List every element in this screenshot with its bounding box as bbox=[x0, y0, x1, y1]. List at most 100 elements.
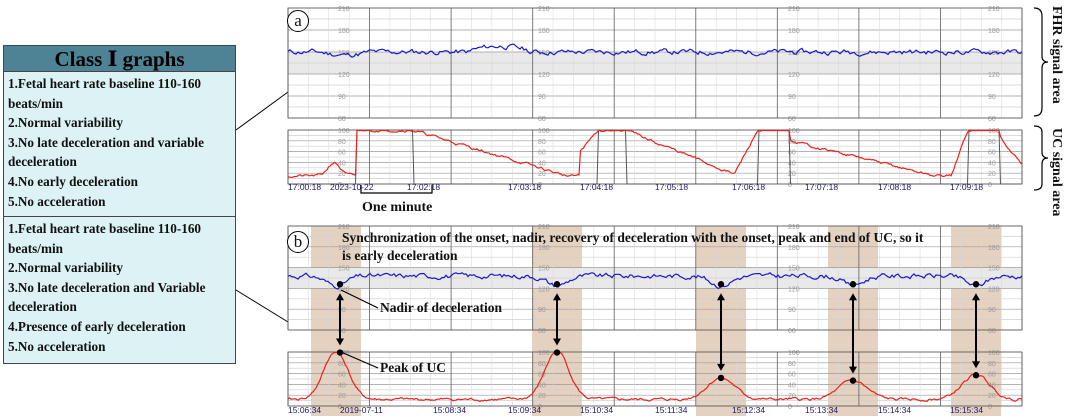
uc-a-tick-label: 20 bbox=[788, 171, 796, 178]
fhr-b-tick-label: 180 bbox=[788, 245, 800, 252]
fhr-b-tick-label: 60 bbox=[538, 328, 546, 335]
uc-a-tick-label: 100 bbox=[788, 128, 800, 135]
fhr-b-tick-label: 90 bbox=[338, 307, 346, 314]
time-axis-b: 15:06:34 15:08:34 15:09:34 15:10:34 15:11:34… bbox=[288, 405, 983, 415]
time-tick-label: 17:00:18 bbox=[288, 182, 321, 192]
legend-item: 2.Normal variability bbox=[8, 260, 124, 276]
legend-title: Class Ⅰ graphs bbox=[3, 45, 236, 72]
uc-a-tick-label: 60 bbox=[338, 150, 346, 157]
uc-b-tick-label: 0 bbox=[988, 404, 992, 411]
uc-a-tick-label: 100 bbox=[988, 128, 1000, 135]
fhr-b-tick-label: 120 bbox=[788, 286, 800, 293]
uc-a-tick-label: 80 bbox=[788, 139, 796, 146]
fhr-a-tick-label: 60 bbox=[988, 116, 996, 123]
uc-b-tick-label: 0 bbox=[788, 404, 792, 411]
fhr-b-tick-label: 180 bbox=[338, 245, 350, 252]
fhr-b-tick-label: 150 bbox=[788, 266, 800, 273]
fhr-a-tick-label: 150 bbox=[988, 50, 1000, 57]
fhr-a-tick-label: 120 bbox=[338, 72, 350, 79]
time-tick-label: 17:04:18 bbox=[580, 182, 613, 192]
time-tick-label: 15:11:34 bbox=[655, 405, 688, 415]
fhr-b-tick-label: 90 bbox=[988, 307, 996, 314]
fhr-a-tick-label: 210 bbox=[788, 6, 800, 13]
fhr-b-tick-label: 60 bbox=[988, 328, 996, 335]
nadir-callout-line bbox=[340, 289, 379, 309]
uc-b-tick-label: 20 bbox=[538, 393, 546, 400]
fhr-a-tick-label: 180 bbox=[988, 28, 1000, 35]
uc-b-tick-label: 20 bbox=[338, 393, 346, 400]
fhr-a-tick-label: 120 bbox=[788, 72, 800, 79]
time-tick-label: 17:03:18 bbox=[508, 182, 541, 192]
time-tick-label: 15:08:34 bbox=[433, 405, 466, 415]
fhr-b-tick-label: 120 bbox=[538, 286, 550, 293]
uc-a-tick-label: 60 bbox=[988, 150, 996, 157]
uc-b-tick-label: 100 bbox=[788, 350, 800, 357]
uc-b-tick-label: 0 bbox=[538, 404, 542, 411]
time-axis-a: 17:00:18 17:02:18 17:03:18 17:04:18 17:05:18… bbox=[288, 182, 983, 192]
nadir-dot bbox=[553, 281, 561, 288]
date-label: 2019-07-11 bbox=[340, 405, 383, 415]
legend-item: 4.No early deceleration bbox=[8, 173, 139, 189]
fhr-a-tick-label: 210 bbox=[338, 6, 350, 13]
uc-b-tick-label: 80 bbox=[338, 361, 346, 368]
uc-b-tick-label: 60 bbox=[338, 372, 346, 379]
uc-area-brace bbox=[1033, 125, 1049, 191]
legend-item: 5.No acceleration bbox=[8, 338, 106, 354]
uc-a-tick-label: 20 bbox=[338, 171, 346, 178]
fhr-b-tick-label: 210 bbox=[988, 224, 1000, 231]
nadir-dot bbox=[336, 281, 344, 288]
uc-peak-dot bbox=[717, 374, 725, 382]
fhr-a-tick-label: 210 bbox=[988, 6, 1000, 13]
uc-b-tick-label: 100 bbox=[988, 350, 1000, 357]
time-tick-label: 15:13:34 bbox=[805, 405, 838, 415]
legend-item: 4.Presence of early deceleration bbox=[8, 318, 186, 334]
uc-a-tick-label: 0 bbox=[788, 182, 792, 189]
one-minute-bracket bbox=[360, 185, 433, 194]
nadir-dot bbox=[849, 281, 857, 288]
time-tick-label: 15:15:34 bbox=[950, 405, 983, 415]
uc-b-tick-label: 80 bbox=[538, 361, 546, 368]
fhr-b-tick-label: 150 bbox=[338, 266, 350, 273]
time-tick-label: 17:07:18 bbox=[805, 182, 838, 192]
grid-a-uc: 100 80 60 40 20 0 100 80 60 40 20 0 100 80 60 40 20 0 100 8… bbox=[287, 128, 1023, 189]
uc-b-tick-label: 80 bbox=[788, 361, 796, 368]
uc-peak-dot bbox=[849, 377, 857, 384]
fhr-b-tick-label: 210 bbox=[538, 224, 550, 231]
arrow-head bbox=[972, 361, 980, 369]
uc-saturated-trace-a bbox=[288, 129, 1022, 185]
fhr-a-tick-label: 120 bbox=[988, 72, 1000, 79]
peak-callout-line bbox=[340, 351, 379, 369]
uc-peak-dot bbox=[553, 349, 561, 356]
fhr-a-tick-label: 90 bbox=[538, 94, 546, 101]
uc-a-tick-label: 0 bbox=[338, 182, 342, 189]
nadir-dot bbox=[717, 281, 725, 288]
time-tick-label: 17:02:18 bbox=[407, 182, 440, 192]
uc-b-tick-label: 20 bbox=[988, 393, 996, 400]
uc-b-tick-label: 60 bbox=[538, 372, 546, 379]
fhr-a-tick-label: 180 bbox=[538, 28, 550, 35]
arrow-head bbox=[553, 338, 561, 346]
uc-b-tick-label: 40 bbox=[538, 382, 546, 389]
fhr-a-tick-label: 90 bbox=[338, 94, 346, 101]
uc-a-tick-label: 40 bbox=[338, 160, 346, 167]
nadir-dot bbox=[972, 281, 980, 288]
time-tick-label: 17:06:18 bbox=[732, 182, 765, 192]
panel-b-marker: b bbox=[287, 231, 309, 253]
connector-b bbox=[235, 289, 289, 323]
connector-a bbox=[235, 91, 289, 131]
uc-a-tick-label: 40 bbox=[788, 160, 796, 167]
grid-a-fhr: 2101801501209060210180150120906021018015… bbox=[287, 6, 1023, 123]
uc-b-tick-label: 40 bbox=[338, 382, 346, 389]
date-label: 2023-10-22 bbox=[330, 182, 374, 192]
uc-b-tick-label: 60 bbox=[988, 372, 996, 379]
uc-peak-dot bbox=[336, 349, 344, 356]
uc-trace-b bbox=[287, 351, 1022, 403]
arrow-head bbox=[849, 293, 857, 301]
fhr-a-tick-label: 60 bbox=[538, 116, 546, 123]
fhr-b-tick-label: 120 bbox=[338, 286, 350, 293]
arrow-head bbox=[336, 293, 344, 301]
uc-a-tick-label: 80 bbox=[538, 139, 546, 146]
fhr-b-tick-label: 180 bbox=[538, 245, 550, 252]
uc-b-tick-label: 100 bbox=[538, 350, 550, 357]
